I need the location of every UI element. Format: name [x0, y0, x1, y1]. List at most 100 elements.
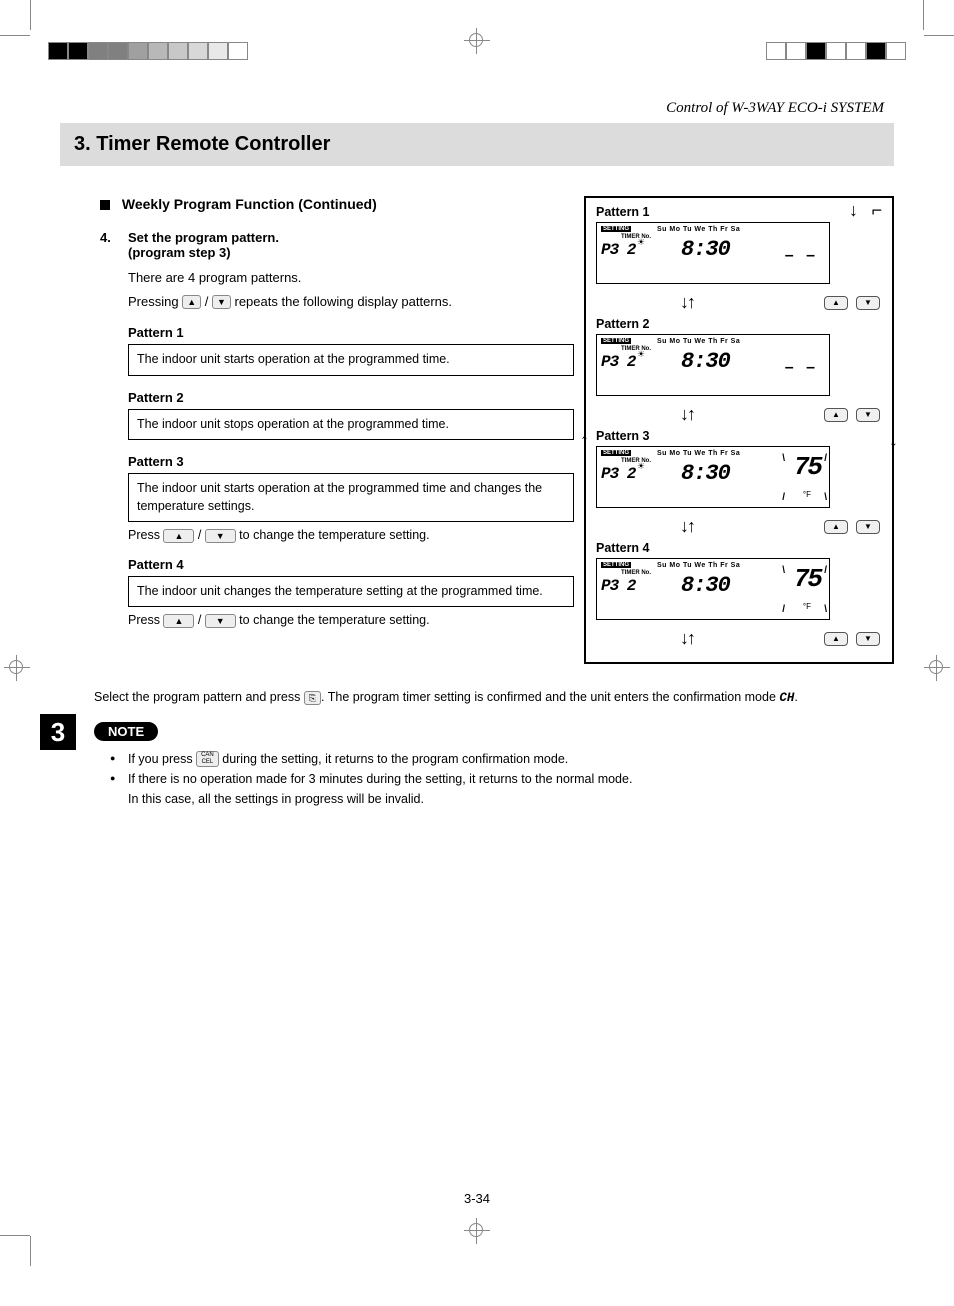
cancel-button-icon: CAN CEL — [196, 751, 219, 767]
ray-icon: \ — [782, 453, 785, 464]
select-instruction: Select the program pattern and press ⎘. … — [94, 688, 894, 708]
step-title: Set the program pattern. — [128, 230, 279, 245]
lcd-setting-badge: SETTING — [601, 226, 631, 232]
pattern-description: The indoor unit starts operation at the … — [128, 344, 574, 376]
sun-icon: ☀ — [637, 237, 645, 248]
lcd-screen: SETTING TIMER No. Su Mo Tu We Th Fr Sa P… — [596, 558, 830, 620]
crop-mark — [30, 1236, 31, 1266]
page-number: 3-34 — [464, 1191, 490, 1206]
lcd-temperature: 75 — [794, 457, 821, 478]
lcd-time: 8:30 — [681, 237, 730, 262]
lcd-screen: SETTING TIMER No. Su Mo Tu We Th Fr Sa P… — [596, 334, 830, 396]
up-down-arrows-icon: ↓↑ — [680, 628, 694, 649]
lcd-time: 8:30 — [681, 461, 730, 486]
down-button-icon: ▼ — [856, 408, 880, 422]
sun-icon: ☀ — [637, 349, 645, 360]
chapter-tab: 3 — [40, 714, 76, 750]
lcd-temp-dashes: – – — [785, 247, 819, 265]
lcd-program-number: P3 2 — [601, 577, 635, 595]
up-down-arrows-icon: ↓↑ — [680, 516, 694, 537]
lcd-program-number: P3 2 — [601, 465, 635, 483]
lcd-diagram: ⌐ ↓ Pattern 1 SETTING TIMER No. Su Mo Tu… — [584, 196, 894, 664]
lcd-pattern-label: Pattern 3 — [596, 429, 650, 443]
down-button-icon: ▼ — [212, 295, 231, 309]
crop-mark — [923, 0, 924, 30]
step-subtitle: (program step 3) — [128, 245, 279, 260]
up-down-arrows-icon: ↓↑ — [680, 404, 694, 425]
step-body-line: There are 4 program patterns. — [128, 268, 574, 288]
step-body-line: Pressing ▲ / ▼ repeats the following dis… — [128, 292, 574, 312]
lcd-days: Su Mo Tu We Th Fr Sa — [657, 226, 740, 233]
ray-icon: \ — [782, 565, 785, 576]
lcd-program-number: P3 2 — [601, 241, 635, 259]
down-arrow-icon: ↓ — [889, 430, 898, 451]
lcd-days: Su Mo Tu We Th Fr Sa — [657, 562, 740, 569]
registration-mark-icon — [4, 655, 30, 681]
ray-icon: / — [782, 492, 785, 503]
header-context: Control of W-3WAY ECO-i SYSTEM — [60, 100, 894, 117]
pattern-heading: Pattern 2 — [128, 390, 574, 405]
lcd-days: Su Mo Tu We Th Fr Sa — [657, 450, 740, 457]
up-button-icon: ▲ — [824, 296, 848, 310]
step-number: 4. — [100, 230, 118, 260]
lcd-program-number: P3 2 — [601, 353, 635, 371]
crop-mark — [0, 35, 30, 36]
crop-mark — [0, 1235, 30, 1236]
lcd-timer-label: TIMER No. — [621, 234, 651, 240]
up-button-icon: ▲ — [163, 614, 194, 628]
pattern-description: The indoor unit starts operation at the … — [128, 473, 574, 522]
section-title: 3. Timer Remote Controller — [60, 123, 894, 166]
up-button-icon: ▲ — [824, 408, 848, 422]
bullet-icon — [100, 200, 110, 210]
up-button-icon: ▲ — [824, 632, 848, 646]
registration-mark-icon — [924, 655, 950, 681]
crop-mark — [924, 35, 954, 36]
pattern-description: The indoor unit stops operation at the p… — [128, 409, 574, 441]
lcd-timer-label: TIMER No. — [621, 346, 651, 352]
up-button-icon: ▲ — [182, 295, 201, 309]
pattern-description: The indoor unit changes the temperature … — [128, 576, 574, 608]
lcd-days: Su Mo Tu We Th Fr Sa — [657, 338, 740, 345]
lcd-screen: SETTING TIMER No. Su Mo Tu We Th Fr Sa P… — [596, 446, 830, 508]
press-instruction: Press ▲ / ▼ to change the temperature se… — [128, 528, 574, 543]
pattern-heading: Pattern 4 — [128, 557, 574, 572]
note-item: If you press CAN CEL during the setting,… — [110, 749, 894, 769]
set-button-icon: ⎘ — [304, 691, 321, 705]
lcd-time: 8:30 — [681, 349, 730, 374]
note-item: If there is no operation made for 3 minu… — [110, 769, 894, 809]
down-button-icon: ▼ — [856, 520, 880, 534]
lcd-pattern-label: Pattern 2 — [596, 317, 650, 331]
lcd-time: 8:30 — [681, 573, 730, 598]
up-button-icon: ▲ — [824, 520, 848, 534]
sun-icon: ☀ — [637, 461, 645, 472]
ray-icon: \ — [824, 492, 827, 503]
down-button-icon: ▼ — [856, 632, 880, 646]
lcd-screen: SETTING TIMER No. Su Mo Tu We Th Fr Sa P… — [596, 222, 830, 284]
lcd-pattern-label: Pattern 1 — [596, 205, 650, 219]
pattern-heading: Pattern 1 — [128, 325, 574, 340]
subsection-heading-text: Weekly Program Function (Continued) — [122, 196, 377, 212]
lcd-unit: °F — [803, 602, 811, 611]
down-button-icon: ▼ — [205, 614, 236, 628]
lcd-temp-dashes: – – — [785, 359, 819, 377]
lcd-timer-label: TIMER No. — [621, 458, 651, 464]
ray-icon: / — [782, 604, 785, 615]
lcd-setting-badge: SETTING — [601, 562, 631, 568]
lcd-temperature: 75 — [794, 569, 821, 590]
ch-mode-text: CH — [779, 691, 794, 705]
lcd-pattern-label: Pattern 4 — [596, 541, 650, 555]
down-button-icon: ▼ — [856, 296, 880, 310]
note-list: If you press CAN CEL during the setting,… — [110, 749, 894, 809]
ray-icon: / — [824, 453, 827, 464]
note-badge: NOTE — [94, 722, 158, 741]
down-button-icon: ▼ — [205, 529, 236, 543]
pattern-heading: Pattern 3 — [128, 454, 574, 469]
lcd-setting-badge: SETTING — [601, 338, 631, 344]
up-arrow-icon: ↑ — [580, 430, 589, 451]
up-button-icon: ▲ — [163, 529, 194, 543]
ray-icon: \ — [824, 604, 827, 615]
registration-mark-icon — [464, 1218, 490, 1244]
calibration-bar — [48, 42, 248, 60]
ray-icon: / — [824, 565, 827, 576]
crop-mark — [30, 0, 31, 30]
